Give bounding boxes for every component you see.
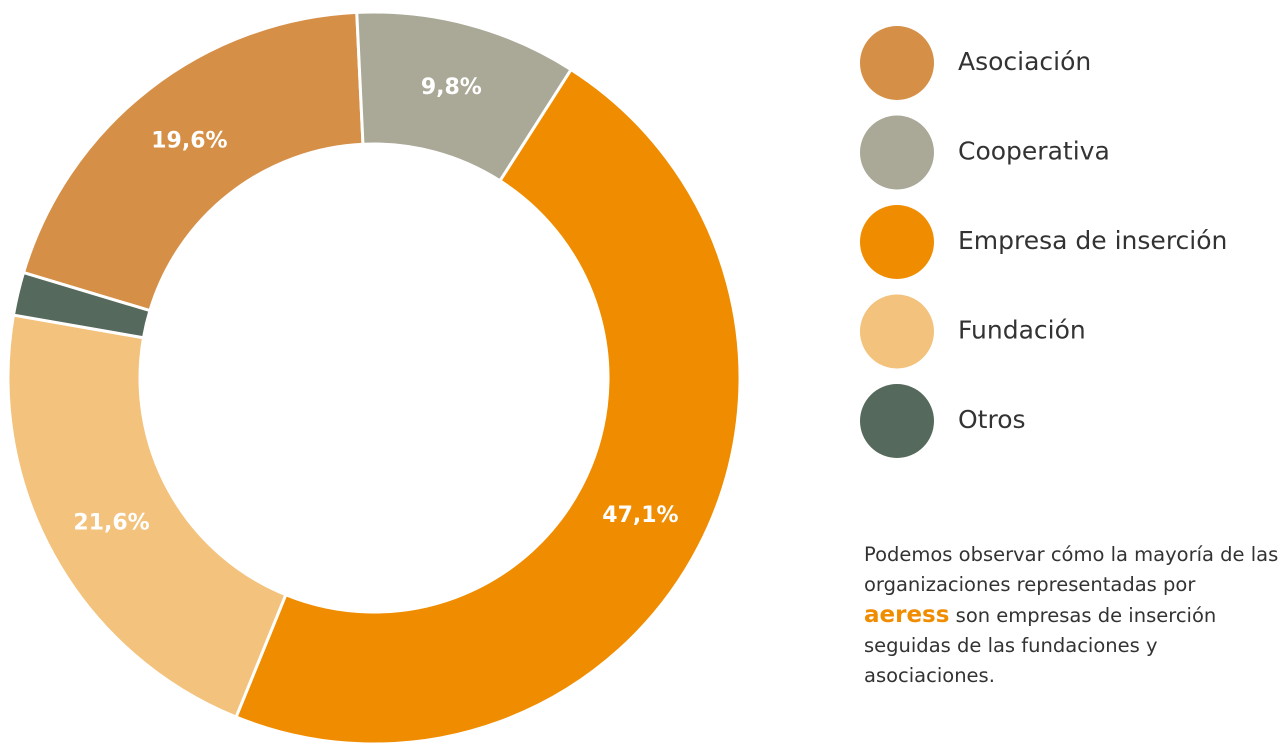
legend-label: Asociación [958,47,1091,76]
legend-swatch [860,294,934,369]
slice [6,313,288,719]
legend-swatch [860,26,934,100]
annotation-text: son empresas de inserción seguidas de la… [864,604,1217,687]
legend-swatch [860,205,934,279]
annotation-text: Podemos observar cómo la mayoría de las … [864,543,1279,596]
brand: aeress [864,602,950,628]
slice [234,67,742,745]
legend-label: Fundación [958,316,1086,345]
slice-label: 9,8% [421,75,482,100]
slice-label: 47,1% [602,503,678,528]
slice [21,10,365,313]
annotation: Podemos observar cómo la mayoría de las … [864,540,1284,691]
legend-swatch [860,384,934,458]
slice [11,270,152,340]
slice-label: 21,6% [73,510,149,535]
slice-label: 19,6% [151,129,227,154]
legend-label: Cooperativa [958,137,1110,166]
legend-label: Otros [958,405,1026,434]
legend-label: Empresa de inserción [958,226,1227,255]
legend-swatch [860,115,934,190]
